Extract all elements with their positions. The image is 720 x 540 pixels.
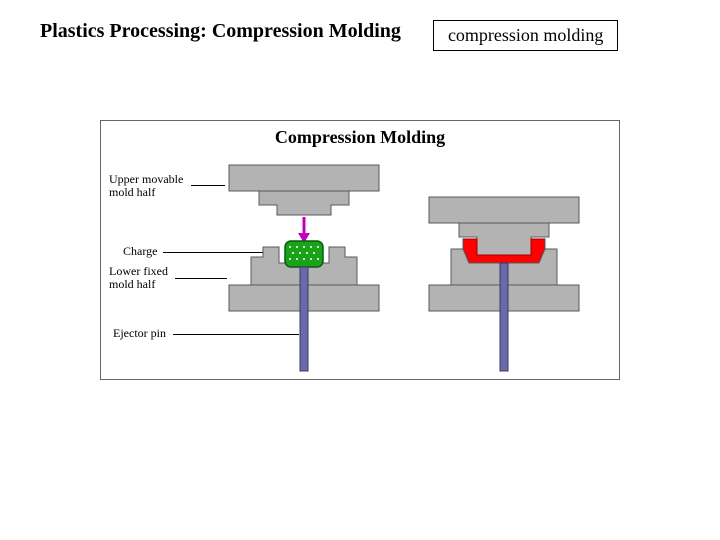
diagram-title: Compression Molding	[275, 127, 445, 148]
label-upper-mold-text: Upper movablemold half	[109, 172, 183, 199]
page-title: Plastics Processing: Compression Molding	[40, 20, 401, 43]
label-charge-text: Charge	[123, 244, 157, 258]
stage-closed	[421, 159, 591, 377]
upper-mold-closed	[429, 197, 579, 255]
charge-shape	[285, 241, 323, 267]
ejector-pin-left	[300, 267, 308, 371]
label-lower-mold: Lower fixedmold half	[109, 265, 168, 291]
label-ejector-text: Ejector pin	[113, 326, 166, 340]
topic-link-box[interactable]: compression molding	[433, 20, 619, 51]
label-charge: Charge	[123, 245, 157, 258]
label-lower-mold-text: Lower fixedmold half	[109, 264, 168, 291]
stage-open	[221, 159, 391, 377]
upper-mold-open	[229, 165, 379, 215]
label-ejector: Ejector pin	[113, 327, 166, 340]
press-arrow-icon	[298, 217, 310, 243]
header-row: Plastics Processing: Compression Molding…	[0, 20, 720, 51]
leader-upper	[191, 185, 225, 186]
ejector-pin-right	[500, 263, 508, 371]
leader-lower	[175, 278, 227, 279]
label-upper-mold: Upper movablemold half	[109, 173, 183, 199]
diagram-frame: Compression Molding Upper movablemold ha…	[100, 120, 620, 380]
